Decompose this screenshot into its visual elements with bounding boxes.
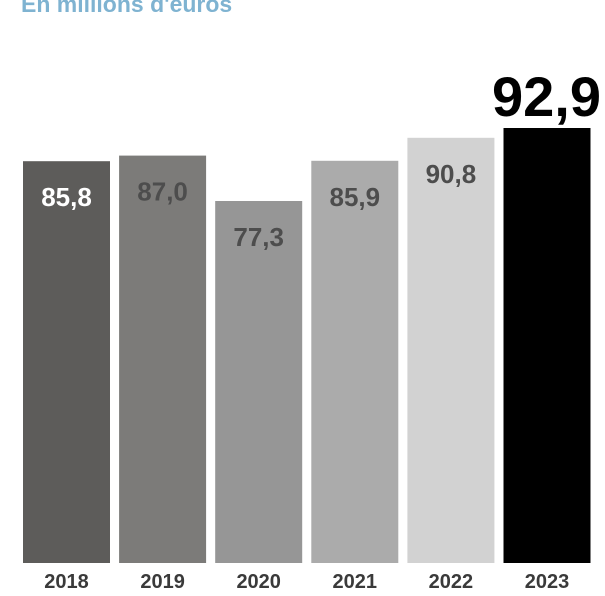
x-tick-2018: 2018	[44, 571, 89, 593]
value-label-2018: 85,8	[41, 182, 92, 212]
bar-2021	[311, 160, 399, 564]
bar-2022	[407, 137, 495, 564]
x-tick-2021: 2021	[333, 571, 378, 593]
value-label-2021: 85,9	[329, 182, 380, 212]
x-tick-2023: 2023	[525, 571, 570, 593]
bar-2019	[119, 155, 207, 563]
x-tick-2019: 2019	[140, 571, 185, 593]
x-tick-2020: 2020	[236, 571, 281, 593]
chart-subtitle: En millions d'euros	[21, 0, 233, 17]
value-label-2019: 87,0	[137, 177, 188, 207]
value-label-2020: 77,3	[233, 222, 284, 252]
bar-2020	[215, 201, 303, 563]
x-tick-2022: 2022	[429, 571, 474, 593]
bar-2018	[23, 161, 110, 563]
bar-2023	[503, 128, 591, 563]
value-label-2022: 90,8	[426, 159, 477, 189]
value-label-2023: 92,9	[492, 65, 601, 128]
